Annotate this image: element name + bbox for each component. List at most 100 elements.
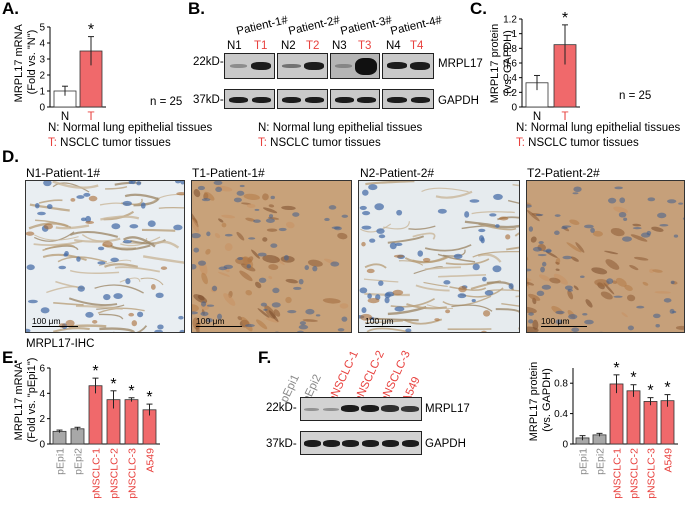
panel-c-legend-t: T: NSCLC tumor tissues (516, 137, 639, 149)
panel-a-legend-t: T: NSCLC tumor tissues (48, 137, 171, 149)
panel-b-protein-gapdh: GAPDH (438, 95, 479, 107)
lane-label: N2 (281, 40, 296, 52)
x-tick-label: pNSCLC-1 (612, 448, 624, 499)
y-tick-label: 6 (39, 364, 45, 375)
panel-b-protein-mrpl17: MRPL17 (438, 58, 483, 70)
panel-label-d: D. (2, 147, 19, 166)
ihc-title: T1-Patient-1# (192, 166, 265, 180)
lane-label: pEpi1 (278, 372, 302, 405)
y-tick-label: 4 (39, 39, 45, 50)
ihc-image-t1 (191, 180, 352, 333)
y-tick-label: 4 (39, 389, 45, 400)
panel-c-n-count: n = 25 (619, 90, 652, 102)
y-tick-label: 0.6 (503, 59, 517, 70)
blot-mrpl17-patient2 (277, 53, 328, 79)
chart-a: MRPL17 mRNA (Fold vs. "N") 0 1 2 3 4 5 N * T (13, 22, 106, 122)
ihc-image-n2 (358, 180, 520, 333)
lane-label: N4 (386, 40, 401, 52)
y-tick-label: 0 (39, 103, 45, 114)
ihc-title: T2-Patient-2# (527, 166, 600, 180)
blot-f-mrpl17 (300, 397, 422, 421)
ihc-title: N2-Patient-2# (360, 166, 435, 180)
chart-c: MRPL17 protein (vs. GAPDH) 0 0.2 0.4 0.6 0.8… (489, 10, 580, 122)
panel-label-a: A. (2, 0, 19, 18)
panel-label-f: F. (258, 348, 272, 367)
patient-label: Patient-4# (389, 14, 444, 38)
y-tick-label: 1.2 (503, 15, 517, 26)
blot-gapdh-patient1 (224, 89, 275, 109)
ihc-title: N1-Patient-1# (26, 166, 101, 180)
y-tick-label: 0 (39, 440, 45, 451)
significance-star: * (613, 360, 619, 377)
x-tick-label: pNSCLC-2 (629, 448, 641, 499)
lane-label: T4 (410, 40, 424, 52)
y-tick-label: 0 (511, 103, 517, 114)
significance-star: * (110, 376, 116, 393)
x-tick-label: pEpi2 (595, 448, 607, 475)
y-tick-label: 0.2 (503, 88, 517, 99)
y-tick-label: 0.8 (554, 379, 568, 390)
panel-b-legend-n: N: Normal lung epithelial tissues (258, 122, 423, 134)
ihc-footer-label: MRPL17-IHC (26, 338, 95, 350)
x-tick-label: T (561, 111, 568, 122)
blot-gapdh-patient3 (330, 89, 380, 109)
lane-label: N1 (227, 40, 242, 52)
scale-bar: 100 μm (32, 317, 78, 327)
significance-star: * (146, 389, 152, 406)
y-tick-label: 0 (562, 440, 568, 451)
blot-mrpl17-patient3 (330, 53, 380, 79)
x-tick-label: pNSCLC-1 (91, 448, 103, 499)
y-tick-label: 2 (39, 71, 45, 82)
x-tick-label: N (533, 111, 541, 122)
y-tick-label: 1 (39, 87, 45, 98)
significance-star: * (92, 363, 98, 380)
lane-label: T1 (254, 40, 268, 52)
bar (52, 430, 67, 445)
x-tick-label: N (61, 111, 69, 122)
bar (660, 400, 675, 445)
chart-e-ylabel: MRPL17 mRNA (Fold vs. "pEpi1") (13, 358, 38, 443)
panel-f-mw-22: 22kD- (266, 402, 297, 414)
y-tick-label: 2 (39, 414, 45, 425)
lane-label: T2 (306, 40, 320, 52)
chart-f: MRPL17 protein (vs. GAPDH) 0 0.4 0.8 pEpi1 p… (528, 360, 678, 499)
panel-f-mw-37: 37kD- (266, 438, 297, 450)
chart-c-ylabel: MRPL17 protein (vs. GAPDH) (489, 21, 514, 104)
significance-star: * (664, 380, 670, 397)
patient-label: Patient-3# (339, 14, 394, 38)
bar (124, 399, 139, 445)
panel-label-b: B. (188, 0, 205, 18)
y-tick-label: 5 (39, 23, 45, 34)
bar (643, 401, 658, 445)
y-tick-label: 0.8 (503, 44, 517, 55)
blot-gapdh-patient4 (382, 89, 434, 109)
lane-label: N3 (332, 40, 347, 52)
significance-star: * (128, 383, 134, 400)
x-tick-label: T (87, 111, 94, 122)
y-tick-label: 0.4 (554, 409, 568, 420)
ihc-image-t2 (526, 180, 685, 333)
panel-f-protein-mrpl17: MRPL17 (425, 403, 470, 415)
x-tick-label: A549 (663, 448, 675, 473)
significance-star: * (630, 370, 636, 387)
panel-f-protein-gapdh: GAPDH (425, 438, 466, 450)
x-tick-label: A549 (145, 448, 157, 473)
x-tick-label: pEpi2 (73, 448, 85, 475)
y-tick-label: 3 (39, 55, 45, 66)
panel-label-c: C. (470, 0, 487, 18)
patient-label: Patient-1# (235, 14, 290, 38)
lane-label: T3 (358, 40, 372, 52)
blot-mrpl17-patient4 (382, 53, 434, 79)
panel-b-lane-labels: N1 T1 N2 T2 N3 T3 N4 T4 (224, 40, 434, 54)
x-tick-label: pNSCLC-3 (646, 448, 658, 499)
significance-star: * (88, 22, 94, 39)
panel-b-mw-37: 37kD- (193, 94, 224, 106)
chart-a-ylabel: MRPL17 mRNA (Fold vs. "N") (13, 22, 38, 103)
panel-a-legend-n: N: Normal lung epithelial tissues (48, 122, 213, 134)
scale-bar: 100 μm (541, 317, 587, 327)
x-tick-label: pEpi1 (55, 448, 67, 475)
y-tick-label: 1 (511, 29, 517, 40)
bar (88, 385, 103, 445)
blot-mrpl17-patient1 (224, 53, 275, 79)
panel-b-mw-22: 22kD- (193, 56, 224, 68)
